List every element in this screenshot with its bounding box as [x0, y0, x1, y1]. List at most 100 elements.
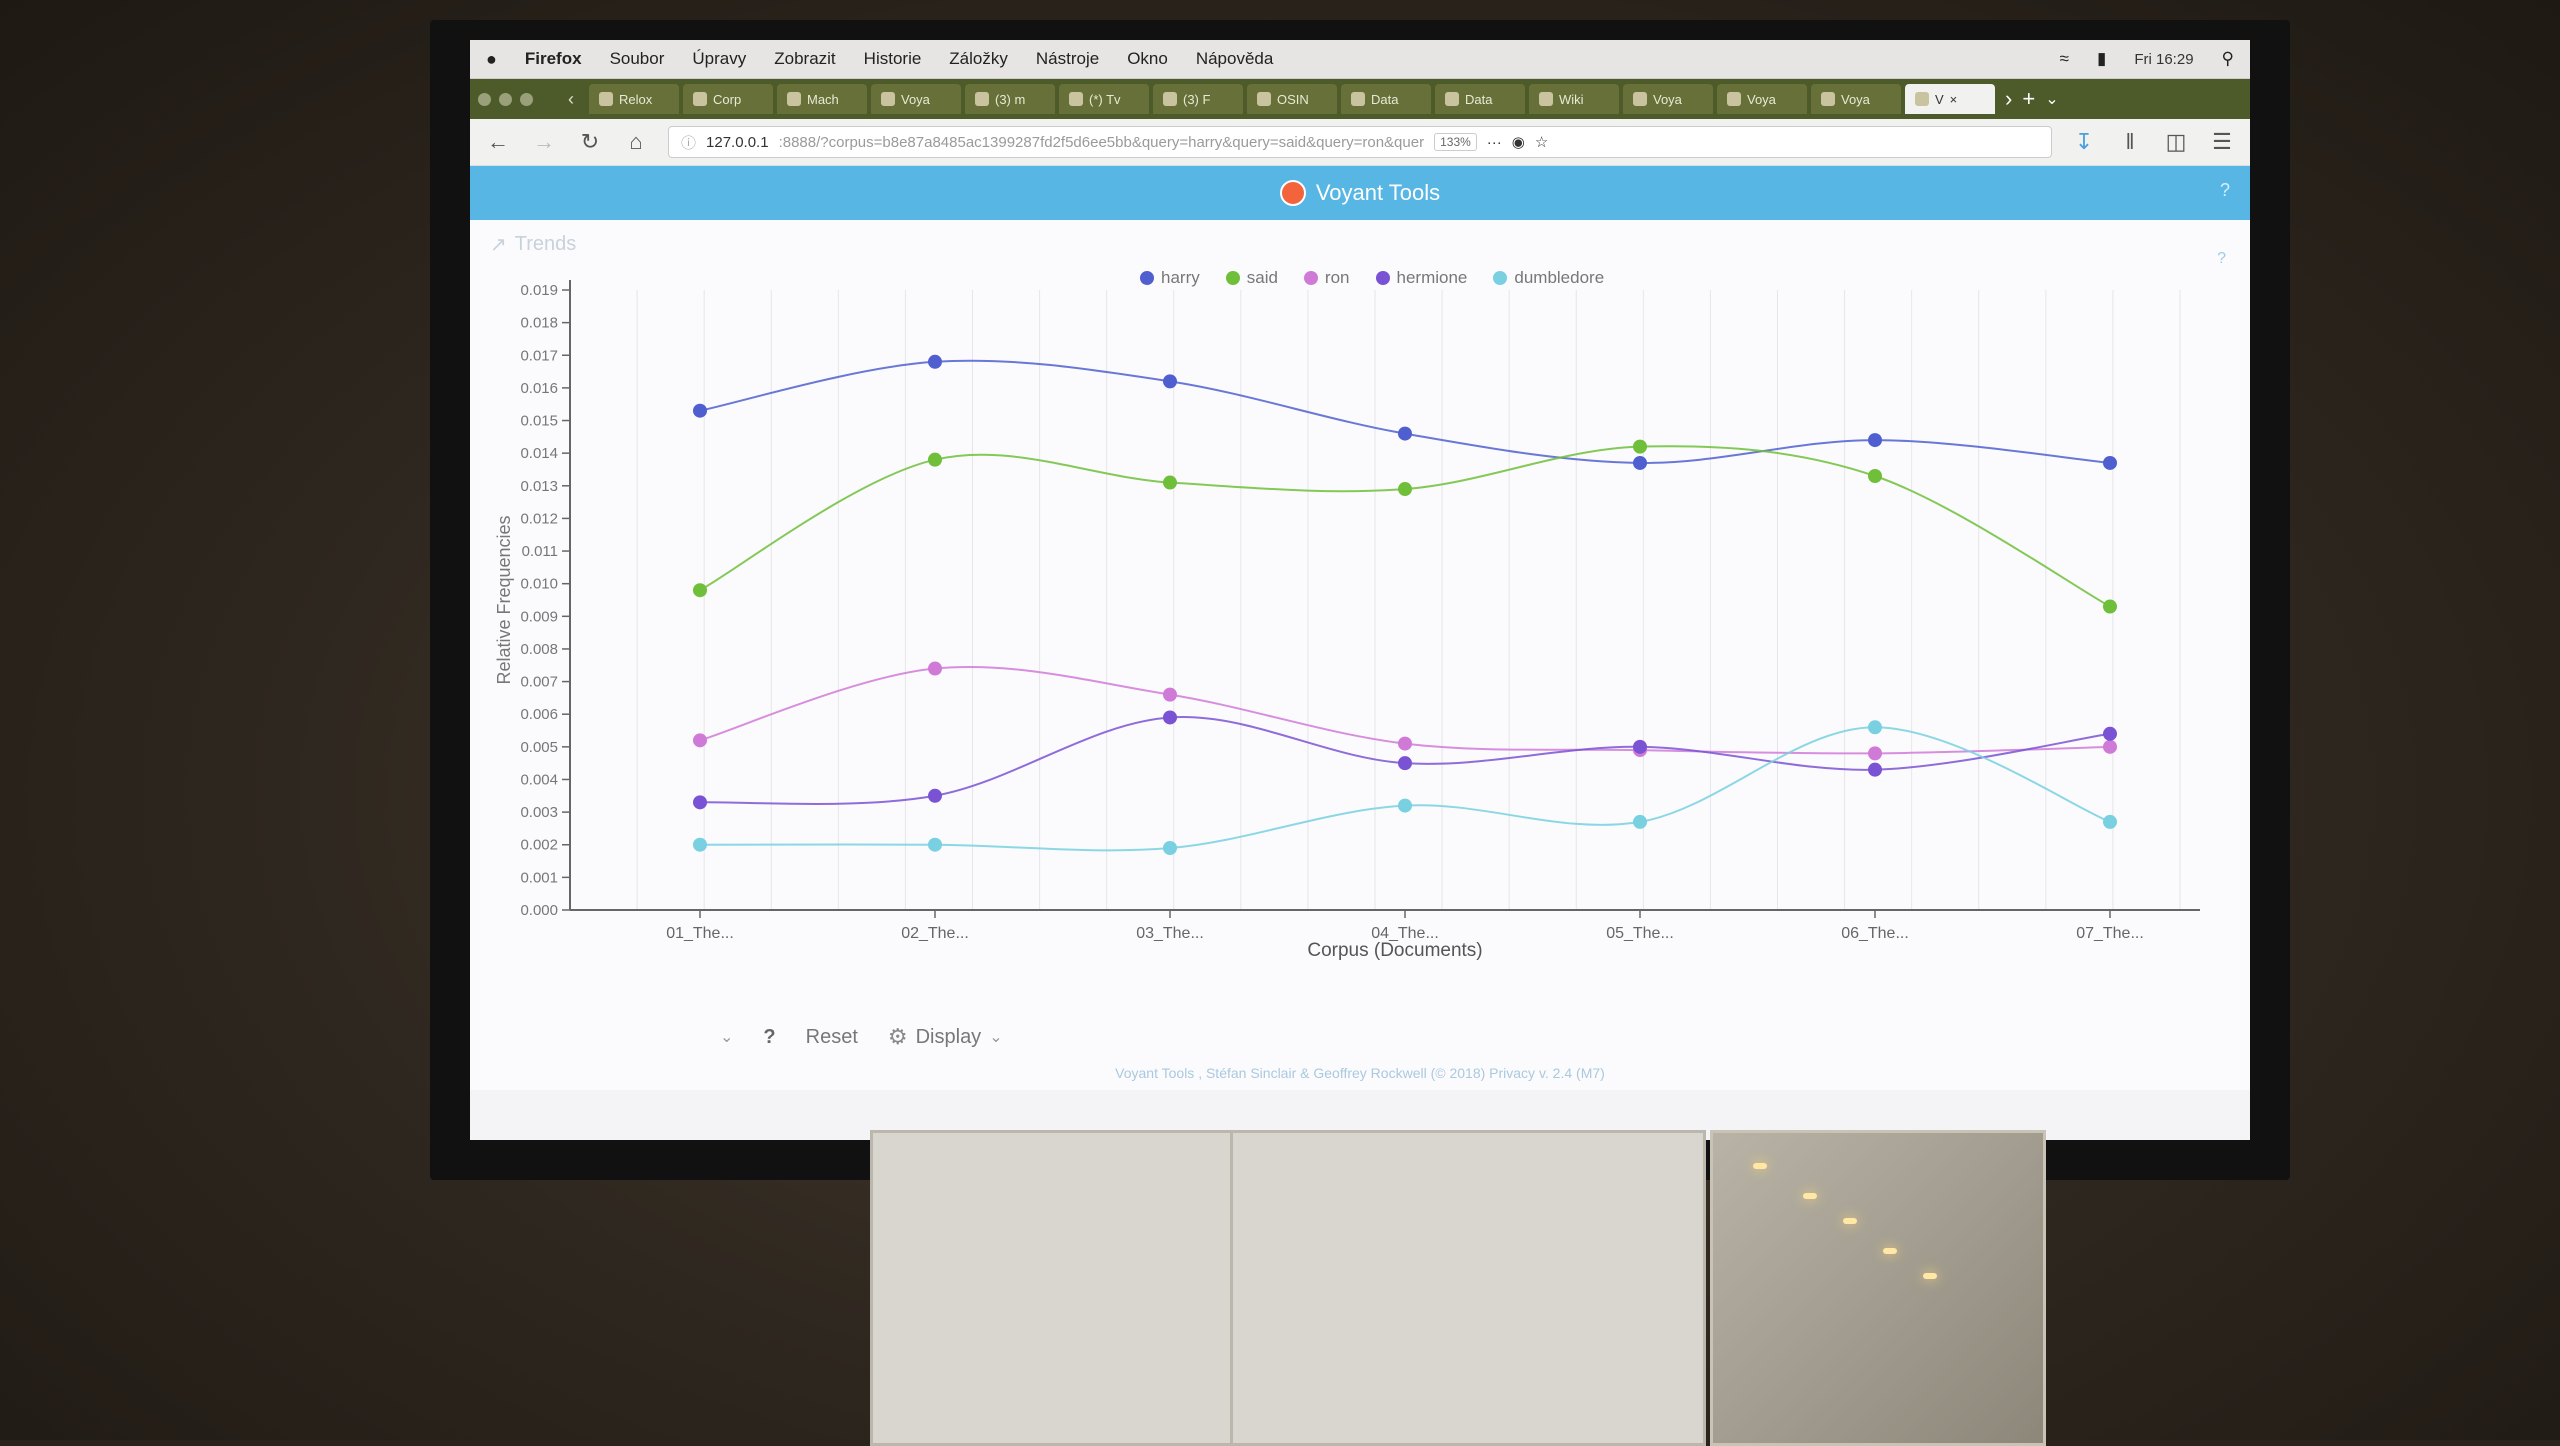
- menu-item-upravy[interactable]: Úpravy: [692, 49, 747, 68]
- toolbar-help-button[interactable]: ?: [763, 1025, 776, 1048]
- y-tick-label: 0.005: [520, 739, 558, 756]
- browser-tab[interactable]: (3) F: [1153, 84, 1243, 114]
- menu-item-okno[interactable]: Okno: [1127, 49, 1168, 68]
- sidebar-icon[interactable]: ◫: [2165, 129, 2187, 154]
- data-point-dumbledore: [1868, 720, 1882, 735]
- data-point-dumbledore: [1398, 798, 1412, 813]
- menu-item-historie[interactable]: Historie: [863, 49, 922, 68]
- browser-tab[interactable]: Voya: [1717, 84, 1807, 114]
- library-icon[interactable]: ‖: [2125, 129, 2135, 154]
- reset-button[interactable]: Reset: [806, 1026, 858, 1049]
- legend-item-said[interactable]: said: [1225, 268, 1278, 288]
- tab-scroll-right-icon[interactable]: ›: [2005, 86, 2013, 111]
- data-point-said: [693, 583, 707, 598]
- legend-item-hermione[interactable]: hermione: [1375, 268, 1467, 288]
- menu-item-zalozky[interactable]: Záložky: [949, 49, 1008, 68]
- home-icon[interactable]: ⌂: [629, 129, 643, 154]
- browser-tab[interactable]: Data: [1341, 84, 1431, 114]
- panel-title: Trends: [514, 233, 577, 255]
- browser-tab[interactable]: Corp: [683, 84, 773, 114]
- page-actions-button[interactable]: ···: [1486, 133, 1502, 151]
- tab-favicon-icon: [975, 92, 989, 106]
- browser-tab[interactable]: Mach: [777, 84, 867, 114]
- browser-tab[interactable]: OSIN: [1247, 84, 1337, 114]
- dropdown-chevron-icon[interactable]: ⌄: [720, 1029, 734, 1046]
- browser-tab[interactable]: V ×: [1905, 84, 1995, 114]
- forward-arrow-icon[interactable]: →: [533, 129, 555, 154]
- trends-line-chart: 0.000 0.001 0.002 0.003 0.004 0.005 0.006 0.007…: [494, 280, 2200, 961]
- ceiling-light-reflection: [1923, 1273, 1937, 1279]
- display-button[interactable]: ⚙ Display ⌄: [888, 1024, 1003, 1050]
- whiteboard-panel-center: [1230, 1130, 1706, 1446]
- data-point-harry: [2103, 455, 2117, 470]
- minimize-window-button[interactable]: [499, 92, 512, 106]
- tab-label: (3) m: [995, 91, 1026, 107]
- browser-tab[interactable]: Voya: [1811, 84, 1901, 114]
- panel-help-icon[interactable]: ?: [2217, 250, 2226, 267]
- y-tick-label: 0.017: [520, 347, 558, 364]
- browser-tab[interactable]: Voya: [1623, 84, 1713, 114]
- tab-favicon-icon: [787, 92, 801, 106]
- legend-item-dumbledore[interactable]: dumbledore: [1493, 268, 1604, 288]
- menu-item-nastroje[interactable]: Nástroje: [1035, 49, 1100, 68]
- tab-list-chevron-icon[interactable]: ⌄: [2045, 91, 2059, 108]
- browser-tab[interactable]: Relox: [589, 84, 679, 114]
- wifi-icon[interactable]: ≈: [2059, 49, 2069, 68]
- tab-favicon-icon: [599, 92, 613, 106]
- data-point-hermione: [1398, 756, 1412, 771]
- new-tab-button[interactable]: +: [2022, 86, 2036, 111]
- tab-scroll-left-icon[interactable]: ‹: [568, 88, 574, 109]
- whiteboard-panel-left: [870, 1130, 1236, 1446]
- zoom-level-badge[interactable]: 133%: [1434, 133, 1477, 151]
- legend-marker: [1375, 271, 1390, 285]
- back-arrow-icon[interactable]: ←: [487, 129, 509, 154]
- site-info-icon[interactable]: ⓘ: [681, 134, 697, 152]
- browser-tab[interactable]: (3) m: [965, 84, 1055, 114]
- legend-marker: [1303, 271, 1318, 285]
- downloads-icon[interactable]: ↧: [2074, 129, 2094, 154]
- browser-tab[interactable]: Voya: [871, 84, 961, 114]
- spotlight-search-icon[interactable]: ⚲: [2221, 49, 2234, 68]
- panel-toolbar: ⌄ ? Reset ⚙ Display ⌄: [470, 1012, 2250, 1062]
- tab-favicon-icon: [1257, 92, 1271, 106]
- menu-item-zobrazit[interactable]: Zobrazit: [774, 49, 836, 68]
- y-tick-label: 0.004: [520, 771, 558, 788]
- legend-item-harry[interactable]: harry: [1140, 268, 1200, 288]
- reload-icon[interactable]: ↻: [580, 129, 600, 154]
- url-path: :8888/?corpus=b8e87a8485ac1399287fd2f5d6…: [778, 133, 1425, 151]
- header-help-icon[interactable]: ?: [2219, 180, 2230, 200]
- battery-icon[interactable]: ▮: [2096, 49, 2107, 68]
- reset-label: Reset: [805, 1025, 858, 1048]
- y-tick-label: 0.007: [520, 674, 558, 691]
- apple-icon[interactable]: ●: [486, 48, 497, 69]
- x-tick-label: 05_The...: [1606, 925, 1674, 942]
- close-tab-icon[interactable]: ×: [1949, 91, 1958, 107]
- y-tick-label: 0.010: [520, 576, 558, 593]
- browser-tab[interactable]: (*) Tv: [1059, 84, 1149, 114]
- tab-favicon-icon: [1351, 92, 1365, 106]
- zoom-window-button[interactable]: [520, 92, 533, 106]
- menu-item-napoveda[interactable]: Nápověda: [1195, 49, 1274, 68]
- tab-label: Corp: [713, 91, 742, 107]
- bookmark-star-icon[interactable]: ☆: [1534, 134, 1549, 151]
- hamburger-menu-icon[interactable]: ☰: [2212, 129, 2232, 154]
- y-tick-label: 0.006: [520, 706, 558, 723]
- app-title: Voyant Tools: [1315, 180, 1441, 205]
- url-bar[interactable]: ⓘ 127.0.0.1:8888/?corpus=b8e87a8485ac139…: [668, 126, 2052, 158]
- trends-chart-icon: ↗: [490, 234, 507, 256]
- y-tick-label: 0.000: [520, 902, 558, 919]
- data-point-said: [1398, 482, 1412, 497]
- menu-item-soubor[interactable]: Soubor: [609, 49, 665, 68]
- legend-marker: [1140, 271, 1154, 285]
- legend-item-ron[interactable]: ron: [1303, 268, 1350, 288]
- menubar-clock[interactable]: Fri 16:29: [2134, 50, 2194, 68]
- menu-app-name[interactable]: Firefox: [524, 49, 582, 68]
- legend-marker: [1225, 271, 1240, 285]
- y-tick-label: 0.011: [522, 543, 558, 560]
- browser-tab[interactable]: Data: [1435, 84, 1525, 114]
- pocket-icon[interactable]: ◉: [1511, 134, 1525, 151]
- browser-tab[interactable]: Wiki: [1529, 84, 1619, 114]
- ceiling-light-reflection: [1883, 1248, 1897, 1254]
- close-window-button[interactable]: [478, 92, 491, 106]
- data-point-hermione: [928, 788, 942, 803]
